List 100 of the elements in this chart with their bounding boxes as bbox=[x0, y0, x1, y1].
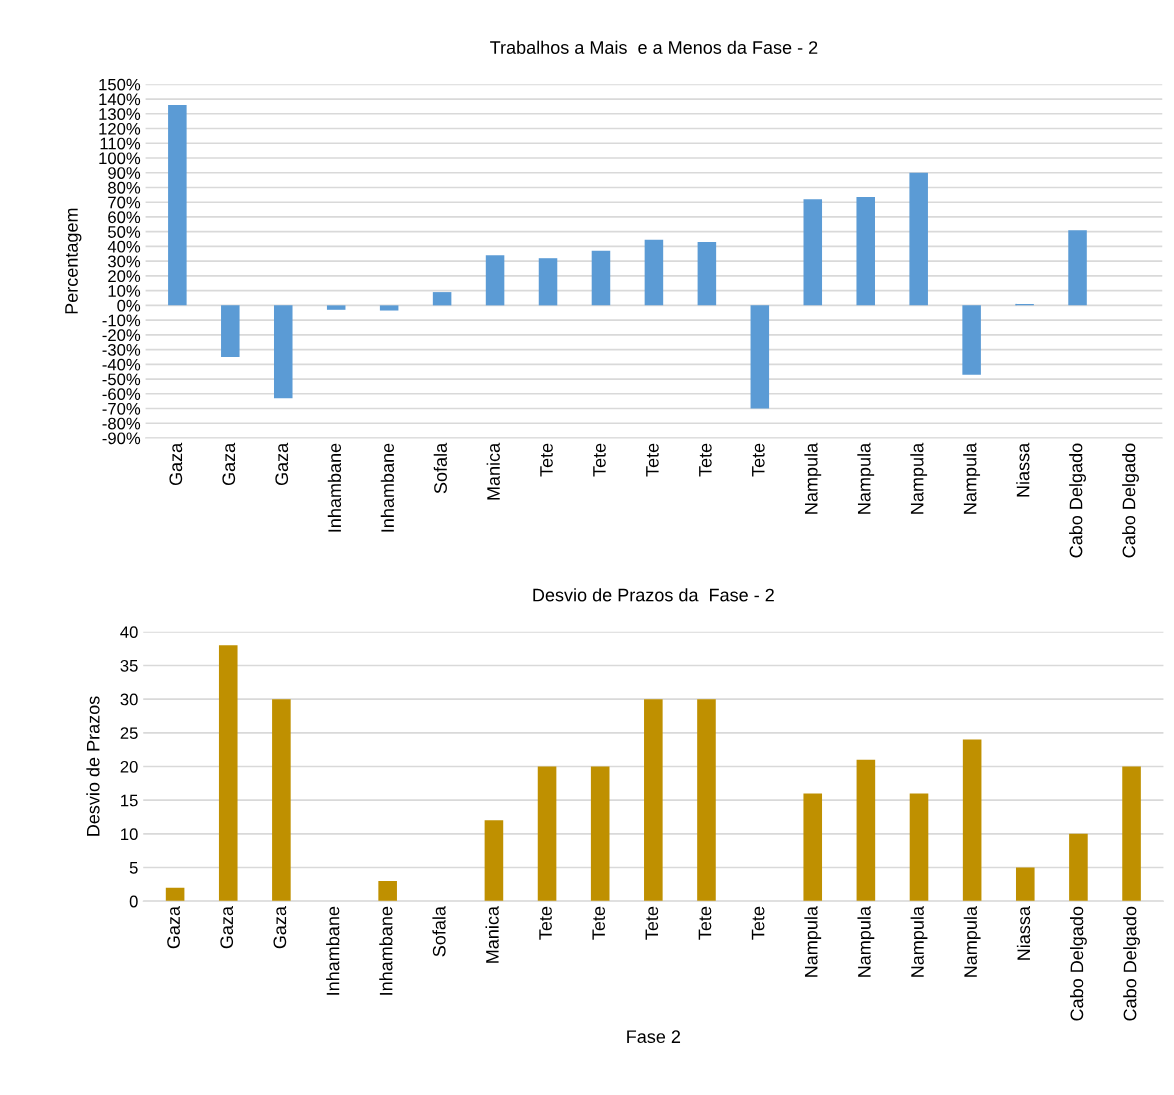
x-tick-label: Inhambane bbox=[379, 906, 393, 995]
x-tick-label: Gaza bbox=[273, 906, 287, 949]
y-tick-label: 140% bbox=[99, 93, 141, 106]
y-tick-label: 0 bbox=[129, 895, 138, 908]
x-tick-label: Tete bbox=[539, 906, 552, 940]
x-tick-label: Niassa bbox=[1016, 442, 1030, 497]
x-tick-label: Manica bbox=[485, 906, 499, 963]
bar bbox=[1015, 867, 1035, 902]
x-axis-title: Fase 2 bbox=[627, 1030, 681, 1044]
x-tick-label: Nampula bbox=[857, 442, 875, 514]
y-tick-label: 20% bbox=[108, 270, 141, 283]
x-tick-label: Gaza bbox=[169, 442, 183, 486]
bar bbox=[909, 793, 929, 902]
bar bbox=[1069, 833, 1088, 902]
bar bbox=[1068, 230, 1087, 306]
x-tick-label: Nampula bbox=[804, 442, 822, 514]
bar bbox=[697, 699, 716, 902]
bar bbox=[272, 699, 291, 902]
x-tick-label: Nampula bbox=[857, 906, 875, 977]
x-tick-label: Sofala bbox=[432, 906, 446, 957]
y-tick-label: 100% bbox=[99, 152, 141, 165]
y-tick-label: 110% bbox=[100, 137, 141, 150]
bar bbox=[1122, 766, 1141, 902]
x-tick-label: Cabo Delgado bbox=[1123, 906, 1140, 1021]
x-tick-label: Cabo Delgado bbox=[1069, 443, 1086, 558]
bar bbox=[326, 305, 346, 310]
bar bbox=[962, 739, 982, 902]
y-tick-label: 150% bbox=[99, 78, 141, 91]
y-tick-label: 70% bbox=[108, 196, 141, 209]
bar bbox=[909, 172, 928, 306]
y-tick-label: 5 bbox=[129, 862, 138, 874]
x-tick-label: Nampula bbox=[910, 442, 928, 514]
bar bbox=[856, 197, 875, 306]
x-tick-label: Inhambane bbox=[326, 906, 340, 995]
bar bbox=[379, 305, 399, 311]
x-tick-label: Tete bbox=[752, 443, 765, 477]
bar bbox=[168, 104, 187, 306]
bar bbox=[537, 766, 557, 902]
y-tick-label: 10 bbox=[121, 828, 138, 841]
bar bbox=[590, 766, 610, 902]
bar bbox=[591, 250, 611, 306]
bar bbox=[538, 258, 558, 306]
bar bbox=[644, 239, 664, 306]
bar bbox=[221, 305, 240, 357]
y-axis-title: Percentagem bbox=[65, 208, 82, 314]
bar bbox=[378, 880, 397, 902]
y-tick-label: 50% bbox=[108, 226, 141, 238]
x-tick-label: Inhambane bbox=[380, 443, 394, 532]
bar bbox=[856, 759, 876, 902]
y-tick-label: 10% bbox=[108, 285, 141, 297]
bar bbox=[962, 305, 981, 375]
x-tick-label: Nampula bbox=[963, 906, 981, 977]
bar bbox=[697, 242, 717, 306]
y-tick-label: -50% bbox=[102, 373, 141, 386]
x-tick-label: Tete bbox=[592, 906, 606, 940]
bar bbox=[165, 887, 185, 902]
y-tick-label: 130% bbox=[99, 108, 141, 120]
bar bbox=[273, 305, 293, 399]
y-tick-label: -60% bbox=[102, 388, 141, 400]
bar bbox=[750, 305, 770, 409]
x-tick-label: Gaza bbox=[222, 442, 236, 486]
x-tick-label: Niassa bbox=[1016, 906, 1031, 960]
y-tick-label: 35 bbox=[120, 659, 138, 672]
chart-title: Desvio de Prazos da Fase - 2 bbox=[533, 588, 774, 602]
bar bbox=[432, 292, 452, 306]
y-tick-label: -30% bbox=[102, 343, 141, 356]
y-axis-title: Desvio de Prazos bbox=[86, 696, 100, 836]
y-tick-label: 120% bbox=[99, 122, 141, 135]
y-tick-label: 60% bbox=[108, 211, 141, 224]
x-tick-label: Sofala bbox=[433, 442, 447, 494]
y-tick-label: 30 bbox=[120, 693, 138, 706]
x-tick-label: Tete bbox=[645, 906, 659, 940]
bar bbox=[485, 255, 505, 306]
x-tick-label: Tete bbox=[699, 443, 712, 477]
y-tick-label: -20% bbox=[102, 329, 141, 342]
x-tick-label: Gaza bbox=[167, 906, 180, 949]
x-tick-label: Nampula bbox=[963, 442, 981, 514]
x-tick-label: Inhambane bbox=[327, 443, 342, 532]
chart-title: Trabalhos a Mais e a Menos da Fase - 2 bbox=[490, 40, 818, 54]
bar bbox=[644, 699, 663, 902]
x-tick-label: Cabo Delgado bbox=[1070, 906, 1087, 1021]
y-tick-label: 40% bbox=[107, 240, 141, 253]
x-tick-label: Nampula bbox=[910, 906, 928, 977]
y-tick-label: 15 bbox=[121, 794, 138, 807]
x-tick-label: Gaza bbox=[220, 906, 234, 949]
y-tick-label: -40% bbox=[102, 358, 141, 371]
y-tick-label: 20 bbox=[120, 760, 138, 773]
y-tick-label: -70% bbox=[102, 402, 141, 415]
y-tick-label: -10% bbox=[102, 314, 141, 327]
x-tick-label: Tete bbox=[646, 443, 659, 477]
y-tick-label: 90% bbox=[108, 167, 141, 179]
bar bbox=[803, 199, 823, 306]
y-tick-label: 40 bbox=[120, 626, 138, 639]
y-tick-label: -80% bbox=[102, 417, 141, 430]
bar bbox=[803, 793, 823, 902]
bar bbox=[484, 820, 504, 902]
bar bbox=[218, 645, 238, 902]
x-tick-label: Manica bbox=[486, 442, 500, 500]
x-tick-label: Tete bbox=[751, 906, 765, 940]
x-tick-label: Cabo Delgado bbox=[1122, 443, 1139, 558]
